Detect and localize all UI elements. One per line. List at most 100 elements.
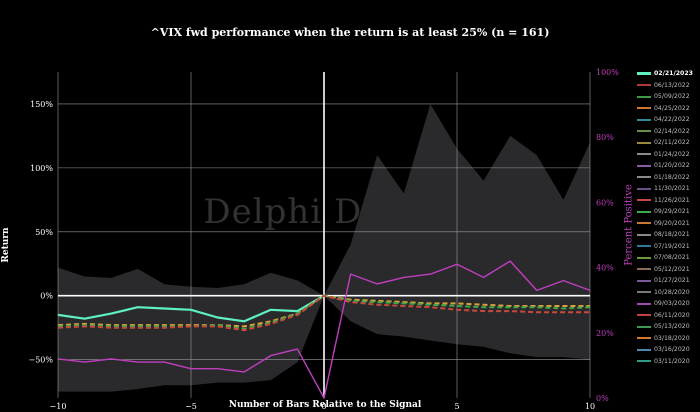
x-axis-label: Number of Bars Relative to the Signal	[228, 400, 422, 410]
x-tick-label: −5	[185, 402, 197, 411]
series-line	[57, 294, 590, 332]
legend-item: 01/27/2021	[637, 275, 700, 287]
legend-swatch	[637, 245, 651, 248]
legend-item: 01/18/2022	[637, 172, 700, 184]
legend-item: 03/18/2020	[637, 333, 700, 345]
y-tick-label: 150%	[30, 100, 53, 109]
right-y-tick-label: 80%	[596, 133, 614, 142]
legend-label: 04/25/2022	[654, 104, 690, 112]
legend-item: 04/22/2022	[637, 114, 700, 126]
legend-item: 10/28/2020	[637, 287, 700, 299]
legend-item: 06/11/2020	[637, 310, 700, 322]
legend-item: 03/11/2020	[637, 356, 700, 368]
x-tick-label: 10	[585, 402, 595, 411]
legend-item: 11/30/2021	[637, 183, 700, 195]
x-tick-label: 0	[321, 402, 326, 411]
y-tick-label: −50%	[29, 356, 54, 365]
right-y-tick-label: 60%	[596, 198, 614, 207]
legend-item: 02/14/2022	[637, 126, 700, 138]
legend-label: 03/16/2020	[654, 346, 690, 354]
right-y-tick-label: 0%	[596, 394, 609, 403]
legend-item: 02/11/2022	[637, 137, 700, 149]
series-line	[57, 260, 591, 399]
legend-label: 11/26/2021	[654, 196, 690, 204]
legend-item: 03/16/2020	[637, 344, 700, 356]
legend-swatch	[637, 348, 651, 351]
legend-swatch	[637, 84, 651, 87]
legend: 02/21/2023 06/13/2022 05/09/2022 04/25/2022…	[637, 68, 700, 367]
legend-label: 07/19/2021	[654, 242, 690, 250]
legend-label: 09/29/2021	[654, 208, 690, 216]
legend-label: 05/12/2021	[654, 265, 690, 273]
legend-item: 01/24/2022	[637, 149, 700, 161]
y-tick-label: 50%	[35, 228, 53, 237]
legend-label: 09/20/2021	[654, 219, 690, 227]
legend-item: 05/09/2022	[637, 91, 700, 103]
legend-swatch	[637, 256, 651, 259]
legend-item: 04/25/2022	[637, 103, 700, 115]
legend-label: 01/20/2022	[654, 162, 690, 170]
legend-swatch	[637, 130, 651, 133]
legend-swatch	[637, 176, 651, 179]
legend-label: 06/11/2020	[654, 311, 690, 319]
legend-item: 09/03/2020	[637, 298, 700, 310]
legend-item: 09/20/2021	[637, 218, 700, 230]
chart-title: ^VIX fwd performance when the return is …	[150, 26, 550, 39]
legend-swatch	[637, 141, 651, 144]
legend-swatch	[637, 222, 651, 225]
legend-swatch	[637, 314, 651, 317]
legend-label: 02/14/2022	[654, 127, 690, 135]
legend-item: 09/29/2021	[637, 206, 700, 218]
legend-label: 05/09/2022	[654, 93, 690, 101]
legend-item: 05/13/2020	[637, 321, 700, 333]
y-tick-label: 0%	[40, 292, 53, 301]
legend-label: 05/13/2020	[654, 323, 690, 331]
legend-item: 01/20/2022	[637, 160, 700, 172]
legend-swatch	[637, 302, 651, 305]
legend-swatch	[637, 153, 651, 156]
legend-label: 01/24/2022	[654, 150, 690, 158]
right-y-tick-label: 100%	[596, 68, 619, 77]
legend-label: 01/18/2022	[654, 173, 690, 181]
legend-swatch	[637, 291, 651, 294]
legend-item: 06/13/2022	[637, 80, 700, 92]
legend-swatch	[637, 118, 651, 121]
legend-swatch	[637, 72, 651, 76]
legend-item: 07/19/2021	[637, 241, 700, 253]
legend-label: 11/30/2021	[654, 185, 690, 193]
legend-swatch	[637, 233, 651, 236]
legend-swatch	[637, 95, 651, 98]
legend-label: 01/27/2021	[654, 277, 690, 285]
legend-swatch	[637, 325, 651, 328]
legend-label: 02/11/2022	[654, 139, 690, 147]
legend-item: 02/21/2023	[637, 68, 700, 80]
x-tick-label: −10	[50, 402, 67, 411]
legend-label: 04/22/2022	[654, 116, 690, 124]
legend-item: 11/26/2021	[637, 195, 700, 207]
legend-item: 08/18/2021	[637, 229, 700, 241]
legend-label: 07/08/2021	[654, 254, 690, 262]
tick-label-layer: −10 −5 0 5 10 −50% 0% 50% 100% 150% 0% 20% 40% 60% 80%…	[29, 68, 620, 411]
legend-label: 03/11/2020	[654, 357, 690, 365]
legend-swatch	[637, 279, 651, 282]
legend-swatch	[637, 107, 651, 110]
legend-label: 06/13/2022	[654, 81, 690, 89]
right-y-tick-label: 20%	[596, 329, 614, 338]
legend-swatch	[637, 187, 651, 190]
legend-swatch	[637, 360, 651, 363]
y-tick-label: 100%	[30, 164, 53, 173]
series-line	[57, 294, 325, 323]
right-y-tick-label: 40%	[596, 264, 614, 273]
legend-swatch	[637, 164, 651, 167]
legend-label: 02/21/2023	[654, 70, 693, 78]
legend-swatch	[637, 210, 651, 213]
legend-swatch	[637, 199, 651, 202]
legend-label: 03/18/2020	[654, 334, 690, 342]
legend-swatch	[637, 268, 651, 271]
legend-label: 08/18/2021	[654, 231, 690, 239]
legend-item: 05/12/2021	[637, 264, 700, 276]
legend-label: 10/28/2020	[654, 288, 690, 296]
legend-swatch	[637, 337, 651, 340]
series-layer	[57, 260, 591, 399]
